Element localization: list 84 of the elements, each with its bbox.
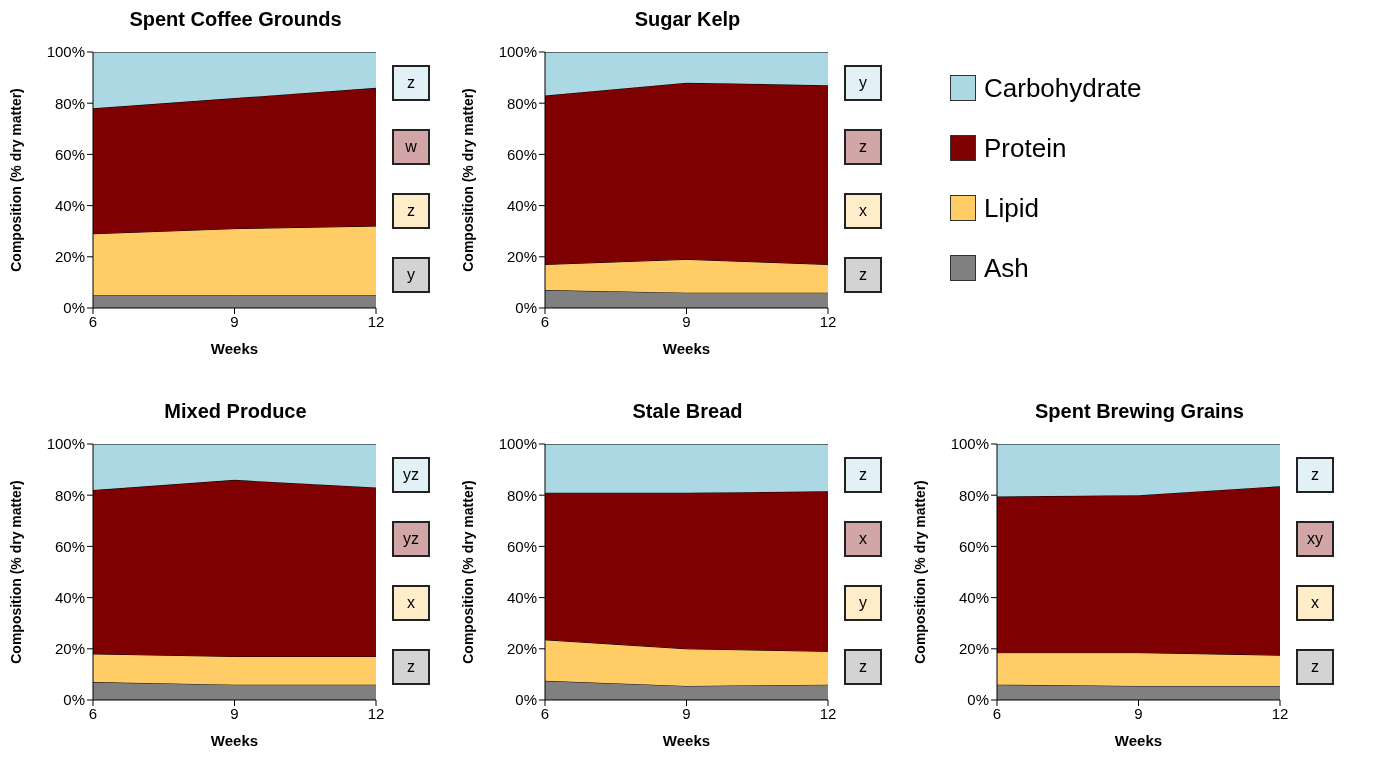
label-box: z (844, 257, 882, 293)
chart-title: Mixed Produce (163, 400, 308, 423)
y-tick-label: 60% (506, 145, 537, 163)
x-tick-label: 9 (1134, 704, 1143, 722)
label-box: yz (392, 521, 430, 557)
y-axis-title: Composition (% dry matter) (7, 480, 24, 664)
y-tick-label: 0% (63, 691, 85, 709)
y-tick-label: 80% (506, 486, 537, 504)
y-tick-label: 0% (515, 691, 537, 709)
label-box: y (844, 65, 882, 101)
y-tick-label: 60% (54, 537, 85, 555)
chart-title: Stale Bread (631, 400, 744, 423)
label-box: z (844, 457, 882, 493)
label-box: z (392, 65, 430, 101)
y-tick-label: 80% (54, 94, 85, 112)
y-tick-label: 80% (506, 94, 537, 112)
y-tick-label: 100% (950, 435, 989, 453)
label-box: yz (392, 457, 430, 493)
label-box: z (1296, 457, 1334, 493)
y-tick-label: 80% (54, 486, 85, 504)
x-tick-label: 9 (682, 312, 691, 330)
chart-title: Sugar Kelp (633, 8, 742, 31)
x-tick-label: 6 (88, 704, 98, 722)
label-box: x (844, 193, 882, 229)
x-axis-title: Weeks (662, 340, 711, 357)
x-axis-title: Weeks (210, 340, 259, 357)
y-tick-label: 40% (54, 588, 85, 606)
legend-label: Ash (984, 252, 1029, 284)
label-box: z (844, 649, 882, 685)
label-box: w (392, 129, 430, 165)
label-box: y (844, 585, 882, 621)
y-tick-label: 80% (958, 486, 989, 504)
chart-title: Spent Coffee Grounds (128, 8, 343, 31)
y-axis-title: Composition (% dry matter) (459, 88, 476, 272)
label-box: x (844, 521, 882, 557)
y-tick-label: 100% (498, 435, 537, 453)
legend-label: Lipid (984, 192, 1039, 224)
x-tick-label: 12 (819, 312, 837, 330)
text: Protein (984, 132, 1067, 164)
x-axis-title: Weeks (1114, 732, 1163, 749)
y-tick-label: 40% (506, 196, 537, 214)
y-tick-label: 0% (515, 299, 537, 317)
label-box: z (844, 129, 882, 165)
x-tick-label: 9 (230, 312, 239, 330)
y-tick-label: 40% (506, 588, 537, 606)
y-tick-label: 20% (506, 248, 537, 266)
label-box: z (392, 193, 430, 229)
y-tick-label: 20% (506, 640, 537, 658)
y-tick-label: 20% (958, 640, 989, 658)
y-tick-label: 60% (958, 537, 989, 555)
x-axis-title: Weeks (210, 732, 259, 749)
label-box: y (392, 257, 430, 293)
y-tick-label: 60% (54, 145, 85, 163)
y-tick-label: 100% (46, 43, 85, 61)
label-box: x (1296, 585, 1334, 621)
x-tick-label: 12 (367, 704, 385, 722)
y-tick-label: 100% (46, 435, 85, 453)
x-tick-label: 6 (992, 704, 1002, 722)
label-box: z (392, 649, 430, 685)
x-tick-label: 12 (367, 312, 385, 330)
y-axis-title: Composition (% dry matter) (7, 88, 24, 272)
x-tick-label: 6 (540, 704, 550, 722)
x-tick-label: 9 (682, 704, 691, 722)
label-box: x (392, 585, 430, 621)
legend-label: Carbohydrate (984, 72, 1142, 104)
y-axis-title: Composition (% dry matter) (911, 480, 928, 664)
y-axis-title: Composition (% dry matter) (459, 480, 476, 664)
chart-title: Spent Brewing Grains (1034, 400, 1245, 423)
x-axis-title: Weeks (662, 732, 711, 749)
y-tick-label: 0% (967, 691, 989, 709)
x-tick-label: 6 (88, 312, 98, 330)
y-tick-label: 60% (506, 537, 537, 555)
x-tick-label: 9 (230, 704, 239, 722)
x-tick-label: 12 (819, 704, 837, 722)
label-box: xy (1296, 521, 1334, 557)
y-tick-label: 40% (958, 588, 989, 606)
y-tick-label: 20% (54, 248, 85, 266)
y-tick-label: 40% (54, 196, 85, 214)
x-tick-label: 12 (1271, 704, 1289, 722)
y-tick-label: 0% (63, 299, 85, 317)
y-tick-label: 20% (54, 640, 85, 658)
x-tick-label: 6 (540, 312, 550, 330)
y-tick-label: 100% (498, 43, 537, 61)
label-box: z (1296, 649, 1334, 685)
